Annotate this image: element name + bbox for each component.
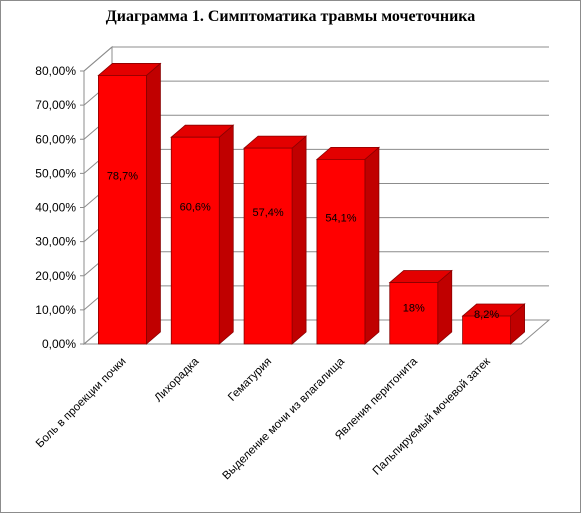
bar-front [243, 147, 293, 345]
bar-front [389, 282, 439, 345]
y-axis: 0,00% 10,00% 20,00% 30,00% 40,00% 50,00% 60,00… [35, 64, 85, 351]
bar [243, 135, 308, 345]
bar-side [146, 62, 161, 345]
gridline-side [83, 46, 113, 72]
bar-side [291, 135, 307, 345]
data-label: 57,4% [252, 207, 283, 219]
data-label: 18% [403, 302, 425, 314]
y-tick-label: 10,00% [35, 303, 76, 317]
category-label: Лихорадка [152, 355, 201, 404]
y-tick-label: 50,00% [35, 166, 76, 180]
bar-front [462, 315, 511, 345]
y-tick-label: 80,00% [35, 64, 76, 78]
data-label: 8,2% [474, 309, 499, 321]
y-tick-label: 20,00% [35, 269, 76, 283]
data-label: 60,6% [180, 202, 211, 214]
data-label: 78,7% [107, 171, 138, 183]
y-tick-label: 60,00% [35, 132, 76, 146]
bar [388, 269, 453, 345]
category-label: Гематурия [226, 356, 274, 404]
data-labels: 78,7% 60,6% 57,4% 54,1% 18% 8,2% [107, 171, 500, 321]
category-labels: Боль в проекции почки Лихорадка ГематурияВ… [34, 355, 493, 482]
bar-front [98, 75, 147, 345]
bar [461, 303, 526, 345]
y-tick-label: 70,00% [35, 98, 76, 112]
bar [97, 62, 162, 345]
category-label: Боль в проекции почки [34, 356, 129, 451]
category-label: Выделение мочи из влагалища [220, 355, 347, 482]
y-tick-label: 30,00% [35, 235, 76, 249]
bar [315, 146, 380, 345]
bar-front [170, 136, 220, 345]
y-tick-label: 0,00% [42, 337, 76, 351]
y-tick-label: 40,00% [35, 201, 76, 215]
bar-side [437, 269, 453, 345]
bar-side [364, 146, 380, 345]
category-label: Явления перитонита [333, 355, 420, 442]
category-label: Пальпируемый мочевой затек [371, 355, 494, 478]
bar-side [218, 124, 234, 345]
bar-front [316, 158, 366, 345]
data-label: 54,1% [325, 213, 356, 225]
bars [97, 62, 526, 345]
bar [170, 124, 235, 345]
chart-title: Диаграмма 1. Симптоматика травмы мочеточ… [105, 8, 476, 25]
